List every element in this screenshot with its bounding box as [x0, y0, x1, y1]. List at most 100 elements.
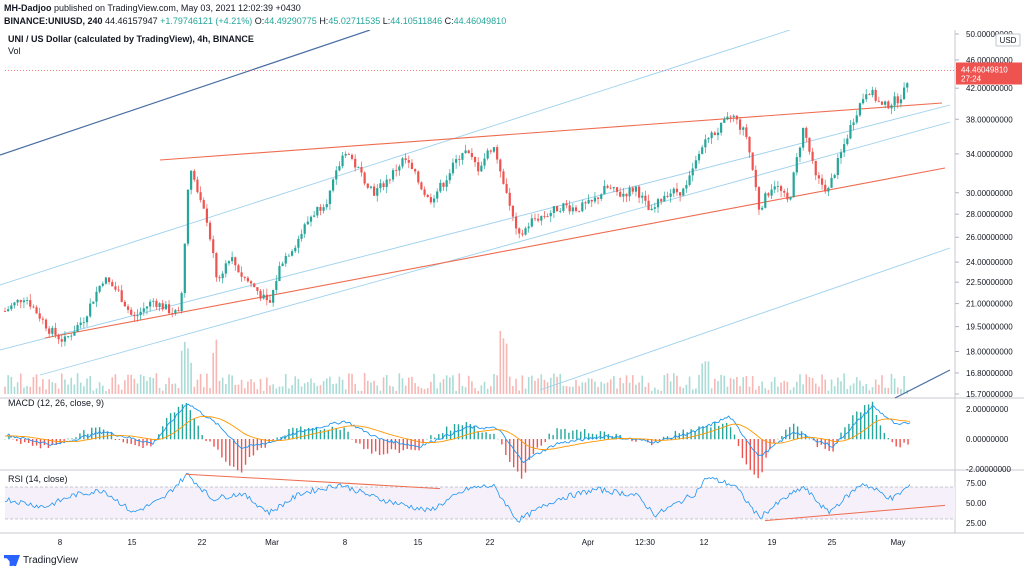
volume-bar [707, 361, 710, 394]
macd-histogram-bar [280, 437, 282, 440]
tradingview-icon [4, 555, 20, 566]
volume-bar [483, 381, 486, 394]
volume-bar [881, 375, 883, 394]
macd-histogram-bar [903, 439, 905, 443]
candle-body [221, 273, 224, 279]
candle-body [839, 152, 843, 159]
candle-body [814, 160, 817, 176]
candle-body [868, 94, 871, 96]
volume-bar [619, 377, 621, 394]
time-tick-label: 12:30 [635, 538, 656, 547]
tradingview-logo[interactable]: TradingView [4, 555, 78, 566]
candle-body [508, 192, 511, 206]
volume-bar [701, 363, 703, 394]
volume-bar [313, 382, 315, 394]
volume-bar [281, 386, 284, 394]
macd-histogram-bar [233, 439, 235, 467]
macd-histogram-bar [792, 423, 795, 440]
candle-body [540, 216, 543, 221]
volume-bar [613, 376, 615, 394]
volume-bar [266, 377, 268, 394]
candle-body [231, 257, 234, 262]
candle-body [559, 210, 562, 212]
macd-histogram-bar [390, 439, 393, 450]
volume-bar [745, 376, 748, 394]
macd-histogram-bar [410, 439, 412, 450]
macd-histogram-bar [844, 427, 846, 440]
long-trend-line [0, 30, 371, 156]
volume-bar [171, 383, 173, 394]
volume-bar [751, 376, 754, 394]
macd-histogram-bar [512, 439, 515, 468]
volume-bar [540, 374, 543, 394]
macd-histogram-bar [422, 439, 424, 444]
volume-bar [155, 373, 158, 394]
volume-bar [73, 384, 76, 394]
volume-bar [896, 387, 899, 394]
candle-body [593, 197, 597, 202]
volume-bar [439, 382, 442, 394]
volume-bar [127, 374, 129, 394]
volume-bar [70, 377, 73, 394]
trend-lines[interactable] [0, 30, 955, 399]
macd-histogram-bar [83, 430, 85, 440]
candle-body [817, 175, 821, 179]
volume-bar [723, 375, 726, 394]
macd-histogram-bar [126, 439, 128, 444]
volume-bar [83, 386, 85, 394]
currency-badge[interactable]: USD [995, 33, 1021, 47]
macd-histogram-bar [319, 430, 322, 440]
volume-bar [859, 380, 861, 394]
candle-body [253, 283, 256, 288]
volume-bar [672, 373, 675, 394]
macd-histogram-bar [505, 439, 507, 455]
candle-body [537, 218, 540, 221]
candle-body [363, 172, 366, 184]
volume-bar [789, 390, 792, 394]
candle-body [120, 290, 123, 302]
candle-body [309, 216, 313, 222]
candle-body [694, 160, 697, 169]
candle-body [429, 197, 432, 203]
candle-body [41, 318, 44, 320]
candle-body [60, 339, 63, 342]
candle-body [742, 127, 745, 130]
candle-body [114, 286, 117, 290]
candle-body [281, 263, 284, 266]
volume-bar [691, 389, 694, 394]
channel-line [39, 121, 951, 376]
candle-body [846, 138, 849, 145]
macd-histogram-bar [548, 433, 550, 440]
candle-body [354, 158, 357, 168]
price-tick-label: 21.00000000 [966, 300, 1013, 309]
candle-body [29, 300, 32, 307]
volume-bar [92, 390, 95, 394]
time-tick-label: 8 [58, 538, 63, 547]
volume-bar [843, 373, 845, 394]
volume-bar [852, 383, 855, 394]
volume-bar [247, 381, 249, 394]
volume-bar [786, 381, 789, 394]
candle-body [98, 285, 101, 292]
volume-bar [325, 378, 328, 394]
candle-body [779, 186, 783, 191]
channel-line [0, 30, 791, 286]
candle-body [606, 185, 609, 188]
volume-bar [351, 373, 353, 394]
candle-body [63, 336, 67, 342]
symbol-name: BINANCE:UNIUSD, 240 [4, 16, 103, 26]
volume-bar [389, 385, 391, 394]
volume-bar [581, 382, 584, 394]
price-tick-label: 15.70000000 [966, 390, 1013, 399]
candle-body [745, 127, 748, 137]
candle-body [174, 310, 177, 314]
macd-histogram-bar [481, 432, 483, 440]
candle-body [70, 335, 73, 337]
volume-bar [663, 375, 666, 394]
author-name[interactable]: MH-Dadjoo [4, 3, 52, 13]
macd-histogram-bar [205, 439, 207, 442]
candle-body [622, 193, 625, 197]
candle-body [902, 87, 906, 100]
candle-body [256, 287, 259, 291]
